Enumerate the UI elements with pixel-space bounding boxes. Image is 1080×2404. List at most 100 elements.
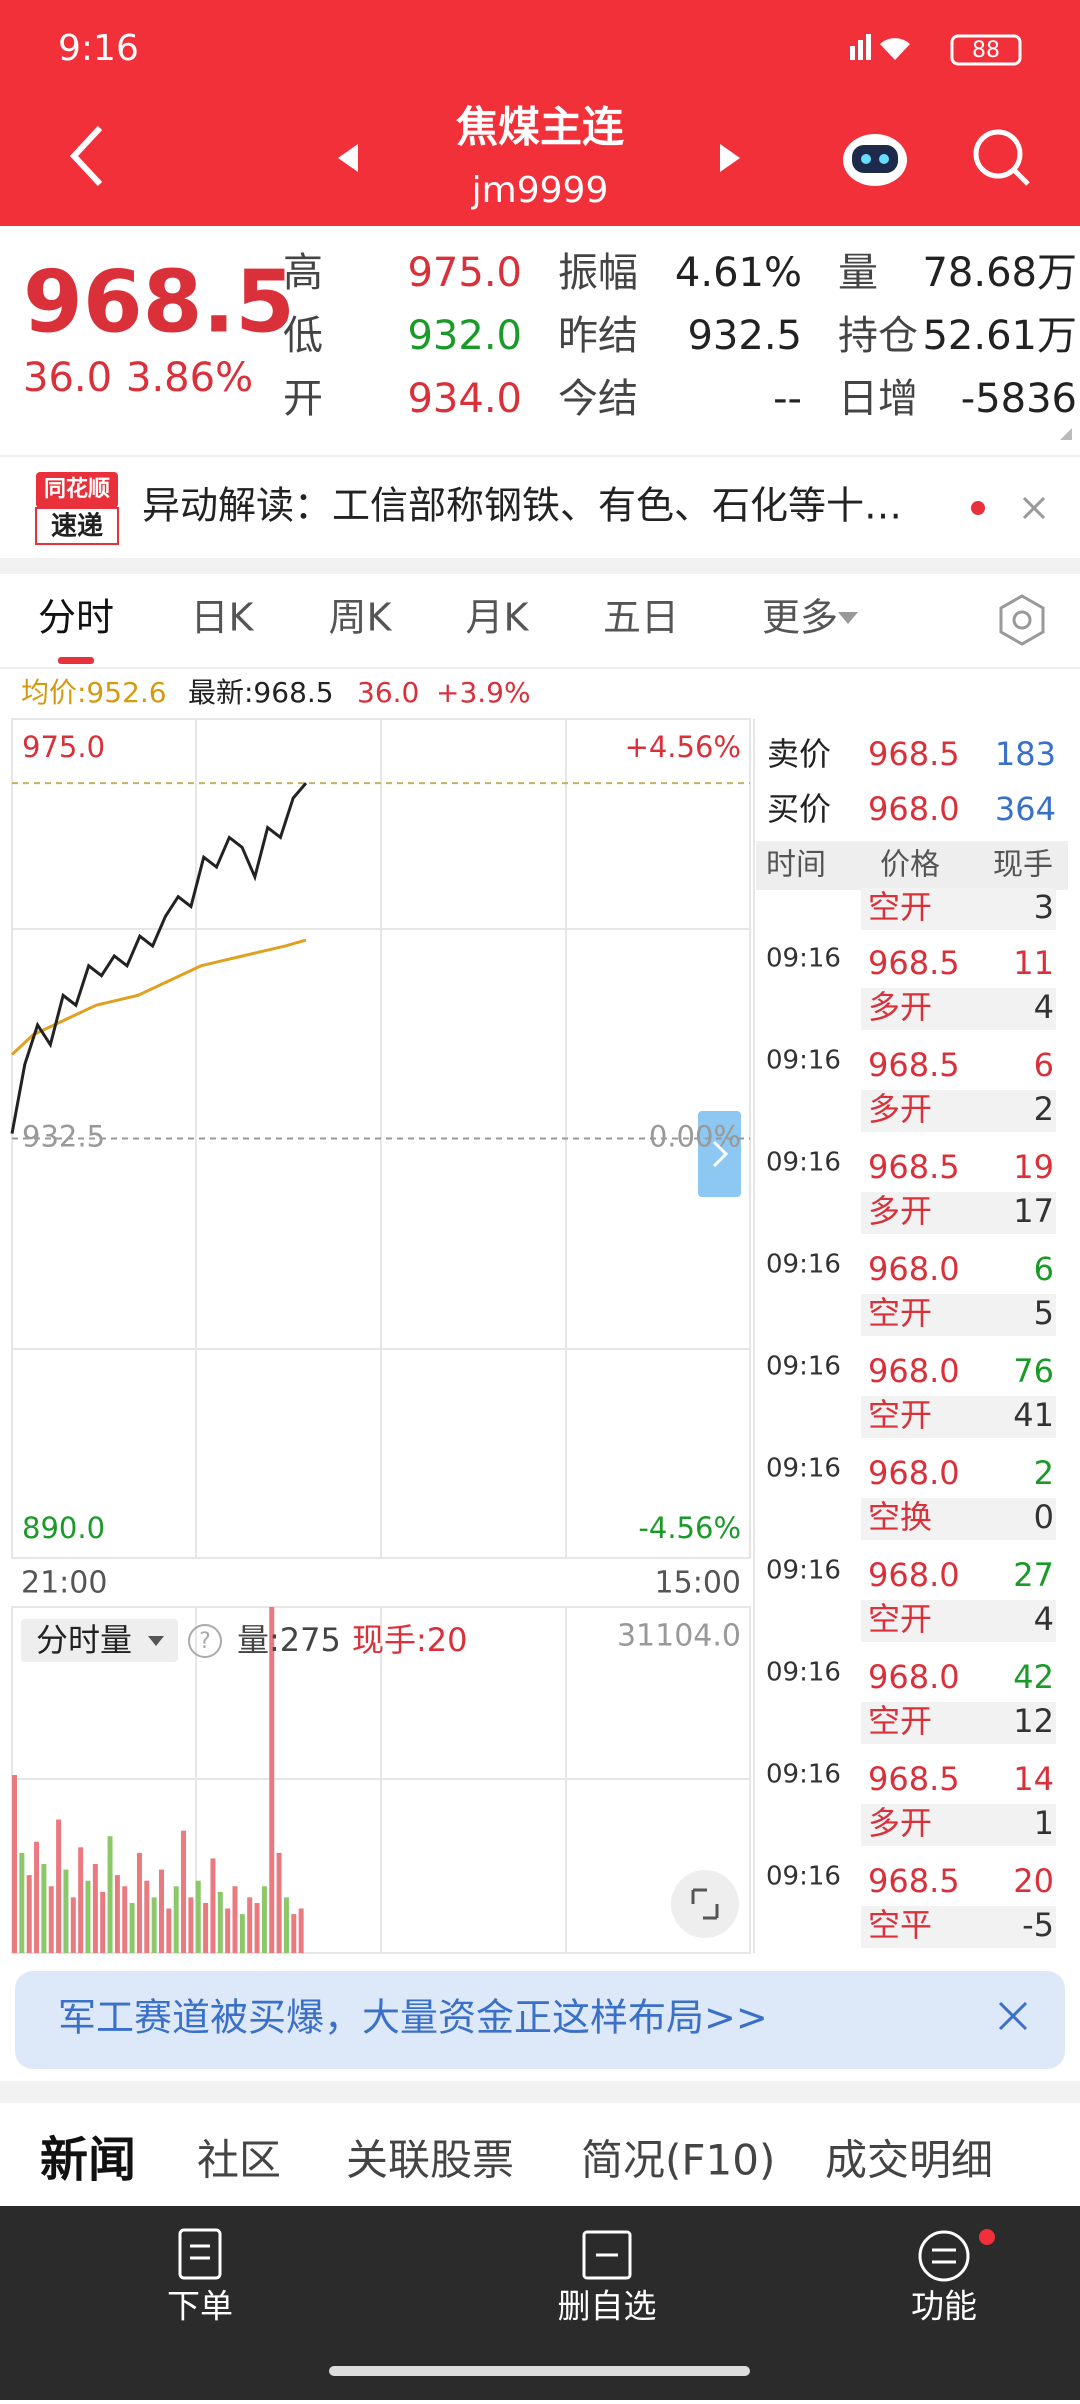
bottom-tab[interactable]: 成交明细 bbox=[825, 2136, 993, 2185]
stat-label: 量 bbox=[838, 250, 878, 296]
search-icon[interactable] bbox=[973, 129, 1030, 186]
trade-side-qty: 4 bbox=[1034, 988, 1054, 1026]
volume-bar bbox=[34, 1841, 40, 1953]
volume-bar bbox=[232, 1886, 238, 1953]
volume-bar bbox=[225, 1908, 231, 1953]
book-label: 卖价 bbox=[767, 735, 831, 773]
volume-now: 量:275 bbox=[237, 1621, 341, 1659]
pct-label: +4.56% bbox=[625, 730, 741, 764]
volume-bar bbox=[217, 1891, 223, 1953]
y-tick-label: 890.0 bbox=[22, 1511, 105, 1545]
trade-time: 09:16 bbox=[766, 1352, 841, 1382]
stat-value: 4.61% bbox=[675, 250, 802, 296]
fullscreen-button[interactable] bbox=[671, 1870, 739, 1938]
title: 焦煤主连 bbox=[456, 103, 625, 152]
prev-button[interactable] bbox=[338, 144, 358, 172]
dropdown bbox=[838, 612, 858, 624]
book-qty: 183 bbox=[995, 735, 1056, 773]
trade-price: 968.5 bbox=[868, 1148, 960, 1186]
nav-label[interactable]: 功能 bbox=[911, 2287, 977, 2326]
back-button[interactable] bbox=[69, 125, 103, 187]
close-promo[interactable] bbox=[998, 2001, 1028, 2031]
trade-type: 多开 bbox=[868, 988, 932, 1026]
tab[interactable]: 分时 bbox=[38, 596, 114, 640]
book-price: 968.0 bbox=[868, 790, 960, 828]
book-label: 买价 bbox=[767, 790, 831, 828]
trades-header: 价格 bbox=[880, 848, 940, 883]
bottom-tab[interactable]: 新闻 bbox=[40, 2132, 136, 2188]
settings-icon[interactable] bbox=[999, 594, 1045, 646]
close-news[interactable] bbox=[1022, 496, 1046, 520]
volume-bar bbox=[19, 1852, 25, 1953]
volume-bar bbox=[70, 1897, 76, 1953]
volume-label: 分时量 bbox=[36, 1621, 132, 1659]
tab-underline bbox=[58, 657, 94, 664]
promo-bg[interactable] bbox=[15, 1971, 1065, 2069]
trade-type: 空平 bbox=[868, 1906, 932, 1944]
trade-price: 968.0 bbox=[868, 1658, 960, 1696]
tab[interactable]: 周K bbox=[329, 596, 393, 640]
volume-bar bbox=[195, 1880, 201, 1953]
expand-tab[interactable] bbox=[698, 1111, 741, 1197]
info-change: 36.0 bbox=[357, 676, 419, 709]
nav-label[interactable]: 删自选 bbox=[558, 2287, 657, 2326]
volume-bar bbox=[63, 1869, 69, 1953]
volume-bar bbox=[188, 1897, 194, 1953]
tab[interactable]: 日K bbox=[191, 596, 255, 640]
trade-time: 09:16 bbox=[766, 1454, 841, 1484]
book-qty: 364 bbox=[995, 790, 1056, 828]
time-label: 15:00 bbox=[655, 1566, 741, 1601]
robot-icon[interactable] bbox=[843, 134, 907, 186]
stat-label: 振幅 bbox=[558, 250, 638, 296]
hand-now: 现手:20 bbox=[352, 1621, 468, 1659]
unread-dot bbox=[971, 501, 985, 515]
bottom-tab[interactable]: 简况(F10) bbox=[581, 2136, 775, 2185]
volume-bar bbox=[92, 1864, 98, 1953]
volume-bar bbox=[122, 1886, 128, 1953]
trade-type: 多开 bbox=[868, 1192, 932, 1230]
stat-value: -- bbox=[773, 376, 802, 422]
trade-type: 多开 bbox=[868, 1090, 932, 1128]
time-label: 21:00 bbox=[21, 1566, 107, 1601]
volume-selector[interactable] bbox=[21, 1619, 178, 1662]
trade-qty: 11 bbox=[1013, 944, 1054, 982]
trade-type: 空开 bbox=[868, 1702, 932, 1740]
volume-bar bbox=[261, 1886, 267, 1953]
trade-price: 968.0 bbox=[868, 1454, 960, 1492]
stat-value: 934.0 bbox=[407, 376, 522, 422]
bottom-tab[interactable]: 社区 bbox=[197, 2136, 281, 2185]
type-bg bbox=[861, 1192, 1056, 1234]
help-mark: ? bbox=[199, 1629, 211, 1654]
tab[interactable]: 更多 bbox=[762, 596, 838, 640]
tab[interactable]: 五日 bbox=[603, 596, 679, 640]
volume-bar bbox=[56, 1819, 62, 1953]
trade-time: 09:16 bbox=[766, 1658, 841, 1688]
trade-qty: 19 bbox=[1013, 1148, 1054, 1186]
clock: 9:16 bbox=[58, 28, 139, 69]
volume-bar bbox=[114, 1875, 120, 1953]
volume-bar bbox=[239, 1914, 245, 1953]
change: 36.0 bbox=[23, 355, 112, 401]
stat-label: 日增 bbox=[838, 376, 918, 422]
volume-bar bbox=[151, 1897, 157, 1953]
volume-bar bbox=[269, 1607, 275, 1953]
code: jm9999 bbox=[471, 170, 609, 211]
volume-bar bbox=[78, 1847, 84, 1953]
avg-label: 均价:952.6 bbox=[21, 676, 167, 709]
chevron bbox=[712, 1140, 729, 1168]
trade-type: 空换 bbox=[868, 1498, 932, 1536]
nav-label[interactable]: 下单 bbox=[167, 2287, 233, 2326]
bottom-tab[interactable]: 关联股票 bbox=[346, 2136, 514, 2185]
gap bbox=[0, 2081, 1080, 2103]
trade-side-qty: 3 bbox=[1034, 888, 1054, 926]
battery: 88 bbox=[972, 38, 1000, 63]
news-text: 异动解读：工信部称钢铁、有色、石化等十… bbox=[142, 484, 902, 528]
tab[interactable]: 月K bbox=[466, 596, 530, 640]
trade-side-qty: 0 bbox=[1034, 1498, 1054, 1536]
trade-price: 968.5 bbox=[868, 1046, 960, 1084]
stat-label: 高 bbox=[283, 250, 323, 296]
next-button[interactable] bbox=[720, 144, 740, 172]
trade-type: 空开 bbox=[868, 1396, 932, 1434]
volume-bar bbox=[283, 1897, 289, 1953]
